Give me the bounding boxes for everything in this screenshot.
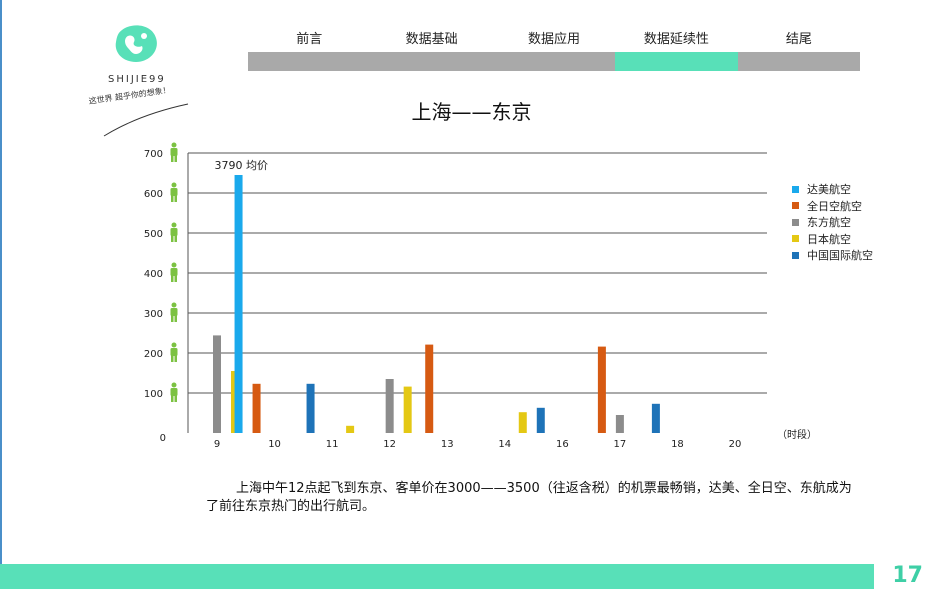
summary-paragraph: 上海中午12点起飞到东京、客单价在3000——3500（往返含税）的机票最畅销，… (206, 481, 852, 514)
person-icon (170, 342, 178, 362)
globe-logo-icon (115, 25, 157, 62)
nav-segment-0[interactable] (248, 52, 371, 71)
bar-日本航空-11 (346, 425, 355, 433)
x-tick-label: 17 (614, 439, 627, 450)
person-icon (170, 382, 178, 402)
legend-swatch (792, 235, 799, 243)
legend-label: 日本航空 (807, 232, 851, 246)
bar-日本航空-14 (518, 412, 527, 433)
nav-item-4[interactable]: 结尾 (785, 32, 812, 47)
x-tick-label: 11 (326, 439, 339, 450)
bar-中国国际航空-10 (306, 383, 315, 433)
bar-全日空航空-17 (597, 346, 606, 433)
bar-东方航空-9 (213, 335, 221, 433)
x-tick-label: 9 (214, 439, 220, 450)
person-icon (170, 142, 178, 162)
legend-item: 达美航空 (792, 181, 873, 198)
x-tick-label: 18 (671, 439, 684, 450)
legend-item: 东方航空 (792, 214, 873, 231)
legend-label: 全日空航空 (807, 199, 862, 213)
y-tick-label: 0 (160, 433, 166, 444)
person-icon (170, 182, 178, 202)
x-tick-label: 13 (441, 439, 454, 450)
left-border (0, 0, 2, 589)
y-tick-label: 700 (144, 149, 163, 160)
chart-title: 上海——东京 (411, 100, 532, 124)
person-icon (170, 302, 178, 322)
legend-label: 达美航空 (807, 183, 851, 197)
y-tick-label: 400 (144, 269, 163, 280)
bar-东方航空-12 (385, 379, 394, 433)
slogan-swoosh (103, 103, 189, 137)
nav-segment-3[interactable] (615, 52, 738, 71)
x-tick-label: 16 (556, 439, 569, 450)
legend-item: 中国国际航空 (792, 247, 873, 264)
x-tick-label: 14 (498, 439, 511, 450)
y-tick-label: 100 (144, 389, 163, 400)
x-tick-label: 20 (729, 439, 742, 450)
bar-中国国际航空-14 (536, 407, 545, 433)
bar-达美航空-10 (234, 175, 243, 433)
nav-segment-1[interactable] (370, 52, 493, 71)
nav-item-0[interactable]: 前言 (296, 32, 323, 47)
x-tick-label: 10 (268, 439, 281, 450)
bar-全日空航空-10 (252, 383, 261, 433)
legend-swatch (792, 251, 799, 259)
legend-item: 全日空航空 (792, 198, 873, 215)
footer-bar (0, 564, 874, 589)
legend-label: 东方航空 (807, 216, 851, 230)
legend-label: 中国国际航空 (807, 249, 873, 263)
y-tick-label: 300 (144, 309, 163, 320)
x-tick-label: 12 (383, 439, 396, 450)
nav-item-2[interactable]: 数据应用 (528, 32, 581, 47)
person-icon (170, 262, 178, 282)
bar-中国国际航空-17 (651, 403, 660, 433)
page-number: 17 (892, 563, 923, 588)
bar-chart: 0 100 200 300 400 500 600 700 9 10 11 12 13 14 16 17 18 2… (144, 142, 817, 450)
top-nav: 前言 数据基础 数据应用 数据延续性 结尾 (248, 28, 861, 72)
chart-legend: 达美航空全日空航空东方航空日本航空中国国际航空 (792, 181, 873, 264)
bar-annotation: 3790 均价 (215, 159, 268, 172)
bar-日本航空-12 (403, 386, 412, 433)
nav-segment-4[interactable] (737, 52, 861, 71)
nav-item-1[interactable]: 数据基础 (405, 32, 458, 47)
y-tick-label: 600 (144, 189, 163, 200)
bar-东方航空-17 (615, 415, 624, 433)
x-axis-label: （时段） (777, 428, 817, 441)
y-tick-label: 500 (144, 229, 163, 240)
person-icon (170, 222, 178, 242)
legend-swatch (792, 202, 799, 210)
nav-progress-bar (248, 52, 861, 71)
nav-segment-2[interactable] (492, 52, 616, 71)
nav-item-3[interactable]: 数据延续性 (643, 32, 709, 47)
legend-item: 日本航空 (792, 231, 873, 248)
brand-name: SHIJIE99 (108, 74, 166, 85)
y-tick-label: 200 (144, 349, 163, 360)
legend-swatch (792, 218, 799, 226)
bar-全日空航空-13 (425, 344, 434, 433)
logo: SHIJIE99 (98, 24, 188, 85)
legend-swatch (792, 185, 799, 193)
